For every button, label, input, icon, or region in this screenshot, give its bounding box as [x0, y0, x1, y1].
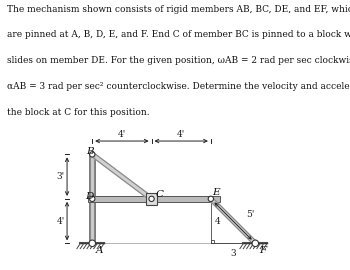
Text: D: D: [85, 192, 93, 201]
Text: 5': 5': [246, 210, 255, 219]
Text: C: C: [156, 190, 164, 199]
Text: slides on member DE. For the given position, ωAB = 2 rad per sec clockwise and: slides on member DE. For the given posit…: [7, 56, 350, 65]
Text: The mechanism shown consists of rigid members AB, BC, DE, and EF, which: The mechanism shown consists of rigid me…: [7, 5, 350, 14]
Text: 4: 4: [215, 217, 220, 225]
Circle shape: [89, 240, 96, 247]
Circle shape: [252, 240, 259, 247]
Circle shape: [208, 196, 214, 201]
Circle shape: [90, 196, 95, 201]
Text: E: E: [212, 188, 220, 197]
Text: 3': 3': [57, 172, 65, 181]
Text: 4': 4': [177, 130, 185, 139]
Polygon shape: [209, 197, 257, 245]
Text: the block at C for this position.: the block at C for this position.: [7, 108, 149, 117]
Circle shape: [149, 196, 154, 201]
Text: are pinned at A, B, D, E, and F. End C of member BC is pinned to a block which: are pinned at A, B, D, E, and F. End C o…: [7, 30, 350, 39]
Text: 4': 4': [56, 217, 65, 225]
Bar: [89, 154, 95, 243]
Text: 3: 3: [230, 249, 236, 258]
Circle shape: [90, 152, 95, 157]
Text: A: A: [96, 246, 103, 255]
Bar: [88, 196, 220, 201]
Bar: [211, 240, 214, 243]
Polygon shape: [91, 154, 94, 243]
Polygon shape: [91, 153, 153, 201]
Text: αAB = 3 rad per sec² counterclockwise. Determine the velocity and acceleration o: αAB = 3 rad per sec² counterclockwise. D…: [7, 82, 350, 91]
Text: 4': 4': [118, 130, 126, 139]
Text: B: B: [86, 147, 93, 156]
Bar: [146, 193, 157, 205]
Text: F: F: [259, 246, 267, 255]
